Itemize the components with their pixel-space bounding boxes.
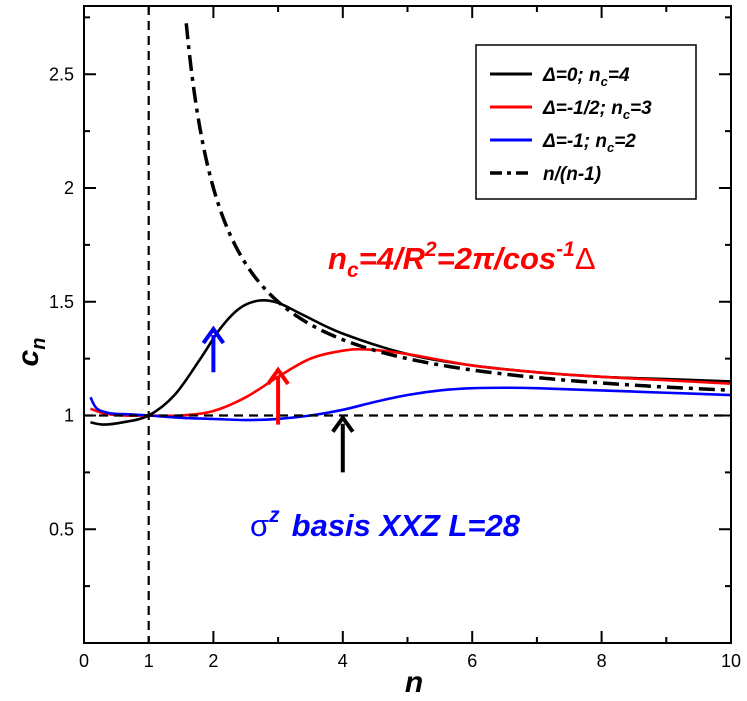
basis-text: basis XXZ L=28 <box>292 508 521 543</box>
legend-label-2: Δ=-1; nc=2 <box>542 131 636 155</box>
formula-n: n <box>328 241 347 276</box>
x-tick-label: 8 <box>597 651 607 671</box>
y-tick-label: 2.5 <box>49 64 74 84</box>
axis-ticks <box>83 6 732 643</box>
legend-label-suffix: =3 <box>630 98 652 119</box>
x-tick-label: 2 <box>208 651 218 671</box>
legend: Δ=0; nc=4Δ=-1/2; nc=3Δ=-1; nc=2n/(n-1) <box>475 44 697 200</box>
x-tick-label: 0 <box>79 651 89 671</box>
arrow-head-1 <box>266 366 290 386</box>
formula-sup-2: 2 <box>424 238 437 261</box>
legend-label-sub: c <box>623 107 631 122</box>
arrow-head-2 <box>331 414 355 433</box>
x-tick-label: 1 <box>144 651 154 671</box>
legend-label-sub: c <box>607 140 615 155</box>
y-tick-label: 2 <box>64 178 74 198</box>
legend-label-suffix: =2 <box>614 131 636 152</box>
formula-sup-minus-one: -1 <box>556 238 575 261</box>
legend-box <box>475 44 697 200</box>
y-tick-label: 1 <box>64 406 74 426</box>
basis-sigma: σ <box>250 508 269 543</box>
y-axis-title-sub: n <box>28 338 50 350</box>
legend-label-0: Δ=0; nc=4 <box>542 65 630 89</box>
series-line-0 <box>90 298 731 426</box>
x-tick-label: 10 <box>721 651 741 671</box>
legend-label-main: n/(n-1) <box>543 164 601 185</box>
arrows <box>201 325 355 473</box>
x-tick-label: 4 <box>338 651 348 671</box>
legend-label-suffix: =4 <box>608 65 630 86</box>
y-axis-title: cn <box>12 338 50 367</box>
legend-label-1: Δ=-1/2; nc=3 <box>542 98 652 122</box>
arrow-head-0 <box>201 325 226 345</box>
basis-annotation: σz basis XXZ L=28 <box>250 504 521 543</box>
legend-label-3: n/(n-1) <box>543 164 601 185</box>
formula-delta: Δ <box>575 241 596 276</box>
legend-label-main: Δ=-1/2; n <box>542 98 623 119</box>
y-axis-title-main: c <box>12 349 45 366</box>
legend-label-main: Δ=0; n <box>542 65 601 86</box>
basis-sigma-sup: z <box>268 504 280 527</box>
axis-tick-labels: 0 1 2 4 6 8 10 0.5 1 1.5 2 2.5 <box>49 64 741 671</box>
reference-lines <box>84 6 731 643</box>
formula-eq2: =2π/cos <box>437 241 556 276</box>
formula-annotation: nc=4/R2=2π/cos-1Δ <box>328 238 596 282</box>
series-line-3 <box>184 23 731 392</box>
legend-label-sub: c <box>601 74 609 89</box>
y-tick-label: 0.5 <box>49 519 74 539</box>
x-tick-label: 6 <box>467 651 477 671</box>
formula-n-sub: c <box>347 259 359 282</box>
series-line-1 <box>90 347 731 418</box>
formula-eq1: =4/R <box>359 241 426 276</box>
legend-label-main: Δ=-1; n <box>542 131 607 152</box>
y-tick-label: 1.5 <box>49 292 74 312</box>
x-axis-title: n <box>405 666 423 699</box>
